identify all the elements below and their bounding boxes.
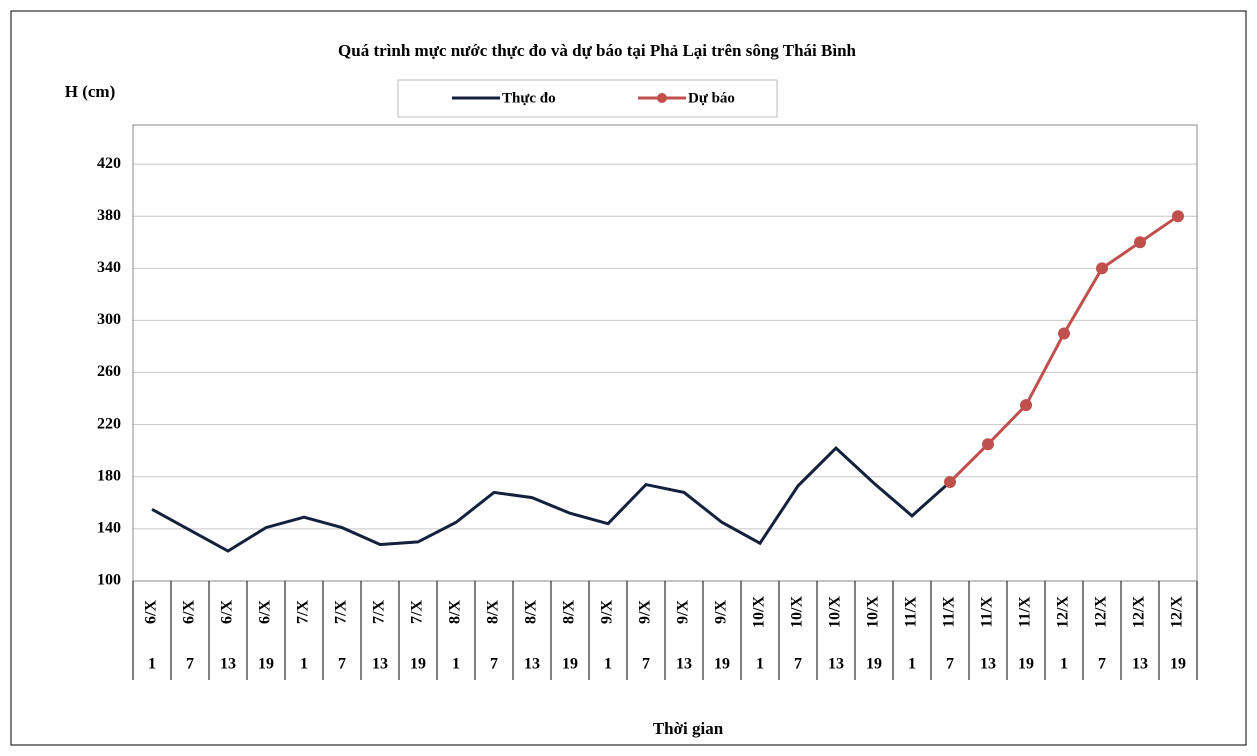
x-tick-label: 11/X <box>903 596 920 628</box>
x-sub-tick-label: 7 <box>186 656 194 673</box>
x-tick-label: 12/X <box>1169 596 1186 628</box>
x-sub-tick-label: 13 <box>676 656 692 673</box>
series-marker <box>1020 399 1032 412</box>
y-tick-label: 260 <box>97 363 121 380</box>
x-sub-tick-label: 13 <box>828 656 844 673</box>
y-tick-label: 220 <box>97 415 121 432</box>
x-sub-tick-label: 19 <box>1170 656 1186 673</box>
x-tick-label: 11/X <box>941 596 958 628</box>
legend-label: Dự báo <box>688 90 735 106</box>
series-marker <box>1172 210 1184 223</box>
x-sub-tick-label: 7 <box>1098 656 1106 673</box>
x-tick-label: 7/X <box>295 600 312 624</box>
legend-label: Thực đo <box>502 90 556 106</box>
y-tick-label: 340 <box>97 259 121 276</box>
x-sub-tick-label: 1 <box>756 656 764 673</box>
series-line <box>151 446 951 553</box>
x-sub-tick-label: 13 <box>980 656 996 673</box>
y-tick-label: 140 <box>97 520 121 537</box>
y-tick-label: 380 <box>97 207 121 224</box>
x-tick-label: 12/X <box>1055 596 1072 628</box>
x-tick-label: 8/X <box>485 600 502 624</box>
x-tick-label: 8/X <box>561 600 578 624</box>
x-tick-label: 10/X <box>865 596 882 628</box>
x-tick-label: 8/X <box>447 600 464 624</box>
x-sub-tick-label: 7 <box>338 656 346 673</box>
x-tick-label: 11/X <box>1017 596 1034 628</box>
x-sub-tick-label: 7 <box>642 656 650 673</box>
x-tick-label: 6/X <box>181 600 198 624</box>
x-axis-label: Thời gian <box>653 719 724 738</box>
x-tick-label: 12/X <box>1093 596 1110 628</box>
x-tick-label: 10/X <box>789 596 806 628</box>
series-marker <box>982 438 994 451</box>
x-sub-tick-label: 19 <box>866 656 882 673</box>
x-sub-tick-label: 1 <box>300 656 308 673</box>
x-tick-label: 6/X <box>257 600 274 624</box>
x-tick-label: 9/X <box>599 600 616 624</box>
x-tick-label: 12/X <box>1131 596 1148 628</box>
x-tick-label: 10/X <box>827 596 844 628</box>
x-sub-tick-label: 1 <box>604 656 612 673</box>
series-marker <box>1058 327 1070 340</box>
legend-marker <box>657 93 667 103</box>
x-sub-tick-label: 1 <box>908 656 916 673</box>
y-tick-label: 180 <box>97 467 121 484</box>
x-tick-label: 11/X <box>979 596 996 628</box>
x-sub-tick-label: 13 <box>1132 656 1148 673</box>
y-tick-label: 100 <box>97 572 121 589</box>
x-tick-label: 8/X <box>523 600 540 624</box>
x-sub-tick-label: 1 <box>1060 656 1068 673</box>
x-sub-tick-label: 13 <box>524 656 540 673</box>
plot-border <box>132 124 1198 582</box>
x-tick-label: 9/X <box>713 600 730 624</box>
x-tick-label: 7/X <box>409 600 426 624</box>
x-tick-label: 7/X <box>333 600 350 624</box>
y-tick-label: 420 <box>97 155 121 172</box>
x-sub-tick-label: 19 <box>258 656 274 673</box>
series-marker <box>1096 262 1108 275</box>
x-sub-tick-label: 13 <box>372 656 388 673</box>
frame <box>10 10 1247 746</box>
x-tick-label: 9/X <box>675 600 692 624</box>
series-marker <box>944 475 956 488</box>
x-tick-label: 6/X <box>143 600 160 624</box>
x-tick-label: 6/X <box>219 600 236 624</box>
x-tick-label: 10/X <box>751 596 768 628</box>
x-tick-label: 7/X <box>371 600 388 624</box>
x-sub-tick-label: 1 <box>148 656 156 673</box>
series-marker <box>1134 236 1146 249</box>
x-sub-tick-label: 19 <box>410 656 426 673</box>
x-sub-tick-label: 19 <box>562 656 578 673</box>
x-sub-tick-label: 19 <box>1018 656 1034 673</box>
x-sub-tick-label: 7 <box>794 656 802 673</box>
x-sub-tick-label: 19 <box>714 656 730 673</box>
y-axis-label: H (cm) <box>65 82 116 101</box>
chart-title: Quá trình mực nước thực đo và dự báo tại… <box>338 41 857 60</box>
x-sub-tick-label: 1 <box>452 656 460 673</box>
x-sub-tick-label: 7 <box>490 656 498 673</box>
x-tick-label: 9/X <box>637 600 654 624</box>
x-sub-tick-label: 7 <box>946 656 954 673</box>
y-tick-label: 300 <box>97 311 121 328</box>
x-sub-tick-label: 13 <box>220 656 236 673</box>
